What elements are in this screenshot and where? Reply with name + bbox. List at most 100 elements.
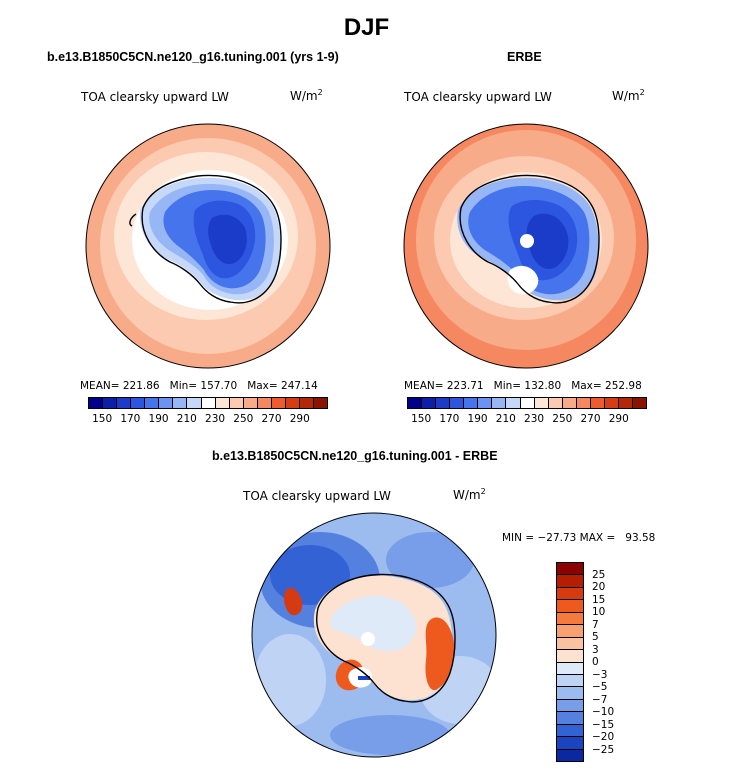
panel2-colorbar-box [450, 398, 465, 408]
panel3-colorbar-tick-label: 0 [592, 656, 599, 668]
panel1-colorbar-box [243, 398, 258, 408]
panel1-units-label: W/m2 [290, 88, 323, 103]
panel3-colorbar-box [557, 724, 583, 738]
panel3-colorbar-tick-label: −15 [592, 718, 615, 731]
panel2-stats: MEAN= 223.71 Min= 132.80 Max= 252.98 [404, 380, 642, 392]
panel3-colorbar-box [557, 749, 583, 761]
panel3-colorbar [556, 562, 584, 762]
panel3-colorbar-box [557, 563, 583, 576]
panel2-colorbar-tick-label: 250 [552, 413, 573, 425]
panel3-colorbar-tick-label: −20 [592, 731, 615, 743]
panel1-map [86, 124, 330, 368]
panel1-colorbar-box [299, 398, 314, 408]
panel1-colorbar-box [159, 398, 174, 408]
panel3-colorbar-ticks: 25 20 15 10 7 5 3 0 −3 −5 −7 −10 −15 −20 −25 [592, 562, 632, 762]
panel3-colorbar-tick-label: −7 [592, 693, 608, 706]
panel2-colorbar-box [464, 398, 479, 408]
panel2-colorbar-box [548, 398, 563, 408]
panel3-colorbar-box [557, 699, 583, 713]
panel3-colorbar-box [557, 687, 583, 700]
panel3-colorbar-tick-label: 25 [592, 568, 606, 581]
panel3-colorbar-box [557, 637, 583, 651]
panel2-colorbar-box [506, 398, 521, 408]
panel1-colorbar-tick-label: 270 [261, 413, 282, 425]
panel1-colorbar-tick-label: 170 [120, 413, 141, 425]
panel1-stats: MEAN= 221.86 Min= 157.70 Max= 247.14 [80, 380, 318, 392]
panel3-minmax: MIN = −27.73 MAX = 93.58 [502, 532, 656, 544]
panel2-colorbar-box [408, 398, 423, 408]
panel3-colorbar-box [557, 587, 583, 601]
panel3-units-label: W/m2 [453, 487, 486, 502]
panel2-units-label: W/m2 [612, 88, 645, 103]
panel1-colorbar-tick-label: 150 [92, 413, 113, 425]
panel1-variable-label: TOA clearsky upward LW [81, 90, 229, 104]
panel2-colorbar-box [562, 398, 577, 408]
panel3-colorbar-box [557, 712, 583, 725]
panel3-colorbar-tick-label: −10 [592, 706, 615, 718]
panel2-colorbar-box [576, 398, 591, 408]
panel1-colorbar-box [314, 398, 328, 408]
panel2-colorbar [407, 397, 647, 409]
panel3-colorbar-tick-label: 5 [592, 631, 599, 643]
panel2-colorbar-box [520, 398, 535, 408]
panel1-title: b.e13.B1850C5CN.ne120_g16.tuning.001 (yr… [47, 50, 339, 64]
panel3-colorbar-box [557, 674, 583, 688]
panel3-colorbar-tick-label: −3 [592, 668, 608, 681]
panel1-colorbar-tick-label: 250 [233, 413, 254, 425]
panel3-colorbar-box [557, 612, 583, 626]
panel2-variable-label: TOA clearsky upward LW [404, 90, 552, 104]
panel2-colorbar-box [604, 398, 619, 408]
panel1-colorbar-box [89, 398, 104, 408]
panel2-colorbar-box [618, 398, 633, 408]
panel2-colorbar-tick-label: 210 [495, 413, 516, 425]
panel3-colorbar-tick-label: −25 [592, 743, 615, 756]
panel2-colorbar-tick-label: 190 [467, 413, 488, 425]
panel1-colorbar-box [285, 398, 300, 408]
panel1-colorbar-tick-label: 230 [205, 413, 226, 425]
panel3-colorbar-tick-label: 7 [592, 618, 599, 631]
panel1-colorbar-box [187, 398, 202, 408]
panel3-colorbar-tick-label: 3 [592, 643, 599, 656]
panel3-colorbar-box [557, 662, 583, 675]
panel2-map [404, 124, 648, 368]
panel3-map [252, 513, 496, 757]
figure-title: DJF [343, 14, 390, 41]
panel2-colorbar-box [492, 398, 507, 408]
panel2-colorbar-tick-label: 230 [524, 413, 545, 425]
panel2-colorbar-ticks: 150 170 190 210 230 250 270 290 [407, 413, 647, 427]
panel3-title: b.e13.B1850C5CN.ne120_g16.tuning.001 - E… [212, 449, 498, 463]
panel1-colorbar-box [173, 398, 188, 408]
panel3-colorbar-tick-label: 10 [592, 606, 606, 618]
panel1-colorbar-box [131, 398, 146, 408]
panel2-colorbar-tick-label: 290 [608, 413, 629, 425]
panel1-colorbar-box [103, 398, 118, 408]
panel1-colorbar-box [271, 398, 286, 408]
panel2-colorbar-tick-label: 170 [439, 413, 460, 425]
panel1-colorbar-box [215, 398, 230, 408]
panel1-colorbar-box [117, 398, 132, 408]
panel3-colorbar-tick-label: 20 [592, 581, 606, 593]
panel1-colorbar-tick-label: 190 [148, 413, 169, 425]
panel2-colorbar-tick-label: 150 [411, 413, 432, 425]
panel2-colorbar-box [478, 398, 493, 408]
panel3-variable-label: TOA clearsky upward LW [243, 489, 391, 503]
panel1-colorbar-tick-label: 210 [176, 413, 197, 425]
panel3-colorbar-box [557, 575, 583, 588]
panel1-colorbar [88, 397, 328, 409]
panel2-colorbar-box [436, 398, 451, 408]
panel1-colorbar-box [229, 398, 244, 408]
panel3-colorbar-tick-label: 15 [592, 593, 606, 606]
panel2-title: ERBE [507, 50, 542, 64]
panel3-colorbar-tick-label: −5 [592, 681, 608, 693]
panel1-colorbar-tick-label: 290 [289, 413, 310, 425]
panel3-colorbar-box [557, 600, 583, 613]
panel3-colorbar-box [557, 737, 583, 750]
panel2-colorbar-tick-label: 270 [580, 413, 601, 425]
panel3-colorbar-box [557, 650, 583, 663]
panel2-colorbar-box [422, 398, 437, 408]
panel1-colorbar-box [201, 398, 216, 408]
panel3-colorbar-box [557, 625, 583, 638]
panel1-colorbar-ticks: 150 170 190 210 230 250 270 290 [88, 413, 328, 427]
panel1-colorbar-box [145, 398, 160, 408]
panel2-colorbar-box [590, 398, 605, 408]
